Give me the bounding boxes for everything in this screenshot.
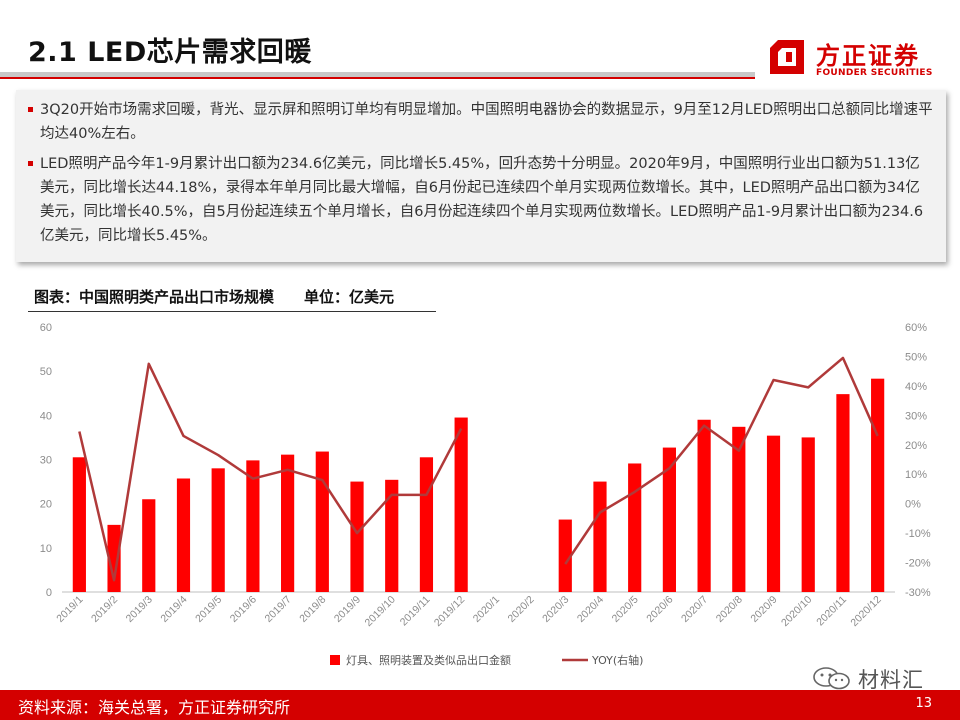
bar-export-value [281,454,295,592]
legend-label-line: YOY(右轴) [591,653,643,667]
right-axis-tick-label: 30% [905,410,927,422]
bar-export-value [558,519,572,592]
bar-export-value [732,426,746,592]
left-axis-tick-label: 20 [40,499,52,511]
logo-text-en: FOUNDER SECURITIES [816,68,933,78]
founder-logo-icon [770,40,804,74]
bar-export-value [72,457,86,592]
x-axis-tick-label: 2019/6 [228,594,259,625]
bar-export-value [662,447,676,592]
bar-export-value [801,437,815,592]
page-number: 13 [915,696,932,711]
logo-text-cn: 方正证券 [816,42,920,70]
x-axis-tick-label: 2020/12 [848,594,883,629]
slide-title: 2.1 LED芯片需求回暖 [28,37,312,68]
bar-export-value [871,378,885,592]
right-axis-tick-label: -20% [905,558,931,570]
bar-export-value [766,435,781,592]
x-axis-tick-label: 2020/8 [714,594,745,625]
x-axis-tick-label: 2019/9 [332,594,363,625]
bar-export-value [142,499,156,592]
bar-export-value [836,394,850,592]
chart-title-text: 图表：中国照明类产品出口市场规模 [34,288,275,306]
title-divider-accent [0,77,755,79]
x-axis-tick-label: 2019/3 [124,594,155,625]
bar-export-value [176,478,191,592]
left-axis-tick-label: 30 [40,455,52,467]
summary-paragraph: 3Q20开始市场需求回暖，背光、显示屏和照明订单均有明显增加。中国照明电器协会的… [28,98,934,146]
left-axis-tick-label: 40 [40,410,52,422]
bar-export-value [350,481,364,592]
wechat-icon [813,667,850,690]
left-axis-tick-label: 0 [46,587,52,599]
x-axis-tick-label: 2020/5 [610,594,641,625]
summary-paragraph: LED照明产品今年1-9月累计出口额为234.6亿美元，同比增长5.45%，回升… [28,152,934,248]
x-axis-tick-label: 2020/11 [814,594,849,629]
x-axis-tick-label: 2019/1 [54,594,85,625]
x-axis-tick-label: 2020/10 [779,594,814,629]
x-axis-tick-label: 2020/3 [540,594,571,625]
x-axis-tick-label: 2019/2 [89,594,120,625]
legend-swatch-bar [330,655,340,665]
bar-export-value [211,468,225,592]
right-axis-tick-label: 20% [905,440,927,452]
x-axis-tick-label: 2019/5 [193,594,224,625]
title-divider [0,72,755,77]
bar-export-value [593,481,607,592]
x-axis-tick-label: 2019/11 [398,594,433,629]
x-axis-tick-label: 2020/6 [644,594,675,625]
right-axis-tick-label: 50% [905,351,927,363]
source-note: 资料来源：海关总署，方正证券研究所 [18,698,291,717]
x-axis-tick-label: 2019/12 [432,594,467,629]
summary-paragraph-text: LED照明产品今年1-9月累计出口额为234.6亿美元，同比增长5.45%，回升… [40,156,924,244]
chart-title-divider [28,311,436,312]
footer-bar: 资料来源：海关总署，方正证券研究所 13 [0,690,960,720]
bullet-marker [28,161,33,166]
x-axis-tick-label: 2020/7 [679,594,710,625]
bar-export-value [385,479,399,592]
yoy-line [564,356,879,565]
chart-unit: 单位：亿美元 [304,288,395,306]
bar-export-value [315,451,329,592]
bar-export-value [107,524,121,592]
x-axis-tick-label: 2019/7 [263,594,294,625]
x-axis-tick-label: 2020/2 [505,594,536,625]
right-axis-tick-label: -30% [905,587,931,599]
bar-export-value [454,417,468,592]
yoy-line [78,362,463,582]
right-axis-tick-label: 0% [905,499,921,511]
right-axis-tick-label: 40% [905,381,927,393]
bullet-marker [28,107,33,112]
chart-title: 图表：中国照明类产品出口市场规模 单位：亿美元 [34,286,394,307]
left-axis-tick-label: 50 [40,366,52,378]
left-axis-tick-label: 10 [40,543,52,555]
x-axis-tick-label: 2020/9 [748,594,779,625]
x-axis-tick-label: 2020/4 [575,594,606,625]
x-axis-tick-label: 2020/1 [471,594,502,625]
bar-export-value [246,460,260,592]
right-axis-tick-label: 10% [905,469,927,481]
right-axis-tick-label: 60% [905,322,927,334]
summary-paragraph-text: 3Q20开始市场需求回暖，背光、显示屏和照明订单均有明显增加。中国照明电器协会的… [40,102,933,142]
summary-box: 3Q20开始市场需求回暖，背光、显示屏和照明订单均有明显增加。中国照明电器协会的… [16,90,946,262]
x-axis-tick-label: 2019/8 [297,594,328,625]
bar-export-value [419,457,434,592]
watermark-text: 材料汇 [858,668,924,692]
export-chart: 0 10 20 30 40 50 60 -30% -20% -10% 0% 10% 20% 30% 40% 5… [40,322,931,667]
founder-logo: 方正证券 FOUNDER SECURITIES [768,36,938,82]
right-axis-tick-label: -10% [905,528,931,540]
x-axis-tick-label: 2019/10 [363,594,398,629]
x-axis-tick-label: 2019/4 [158,594,189,625]
bar-export-value [628,463,642,592]
legend-label-bar: 灯具、照明装置及类似品出口金额 [346,653,511,667]
bar-export-value [697,419,711,592]
left-axis-tick-label: 60 [40,322,52,334]
